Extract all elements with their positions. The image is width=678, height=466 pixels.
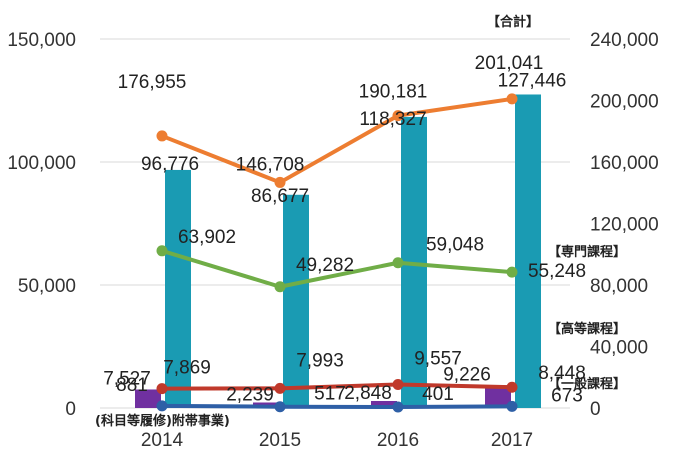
point-total (156, 130, 168, 142)
bar-subsidiary (485, 385, 511, 408)
data-label-high_school: 7,869 (163, 358, 211, 379)
data-label-total: 201,041 (475, 53, 544, 74)
annotation-specialized: 【専門課程】 (548, 244, 626, 260)
point-subsidiary_line (156, 400, 168, 412)
annotation-high-school: 【高等課程】 (548, 321, 626, 337)
data-label-general: 86,677 (251, 186, 309, 207)
bar-general (165, 169, 191, 408)
data-label-subsidiary: 7,527 (103, 368, 151, 389)
annotation-subsidiary: (科目等履修)附帯事業) (95, 413, 230, 429)
data-label-subsidiary_line: 401 (422, 384, 454, 405)
data-label-subsidiary: 2,848 (344, 383, 392, 404)
data-label-subsidiary_line: 517 (314, 384, 346, 405)
line-subsidiary_line (160, 403, 514, 410)
data-label-total: 146,708 (236, 154, 305, 175)
right-tick-label: 0 (590, 399, 601, 420)
x-tick-label: 2015 (259, 430, 301, 451)
bars (135, 94, 541, 408)
data-label-total: 190,181 (359, 82, 428, 103)
right-tick-label: 80,000 (590, 276, 648, 297)
labels: 0 50,000 100,000 150,000 0 40,000 80,000 120,00… (7, 14, 658, 451)
data-label-high_school: 8,448 (538, 363, 586, 384)
left-tick-label: 0 (65, 399, 76, 420)
data-label-specialized: 59,048 (426, 235, 484, 256)
point-specialized (392, 257, 404, 269)
right-tick-label: 200,000 (590, 92, 659, 113)
data-label-general: 127,446 (498, 70, 567, 91)
point-specialized (506, 266, 518, 278)
point-specialized (156, 245, 168, 257)
bar-general (515, 94, 541, 408)
line-total (160, 96, 514, 185)
data-label-subsidiary: 9,226 (443, 364, 491, 385)
point-high_school (156, 383, 168, 395)
data-label-subsidiary_line: 881 (116, 375, 148, 396)
data-label-subsidiary: 2,239 (226, 384, 274, 405)
line-high_school (160, 382, 514, 391)
bar-subsidiary (371, 400, 397, 408)
left-tick-label: 100,000 (7, 153, 76, 174)
data-label-high_school: 9,557 (414, 348, 462, 369)
lines (156, 93, 518, 413)
right-tick-label: 120,000 (590, 215, 659, 236)
left-tick-label: 50,000 (18, 276, 76, 297)
bar-general (283, 194, 309, 408)
x-tick-label: 2014 (141, 430, 184, 451)
point-total (274, 176, 286, 188)
data-label-general: 96,776 (141, 154, 199, 175)
right-tick-label: 160,000 (590, 153, 659, 174)
point-high_school (506, 381, 518, 393)
line-specialized (160, 248, 514, 289)
data-label-specialized: 55,248 (528, 261, 586, 282)
left-tick-label: 150,000 (7, 30, 76, 51)
bar-subsidiary (135, 389, 161, 408)
data-label-total: 176,955 (118, 72, 187, 93)
x-tick-label: 2016 (377, 430, 419, 451)
data-label-general: 118,327 (359, 109, 426, 130)
data-label-high_school: 7,993 (296, 350, 344, 371)
annotation-total: 【合計】 (487, 14, 539, 30)
point-high_school (392, 378, 404, 390)
x-tick-label: 2017 (491, 430, 533, 451)
data-label-specialized: 63,902 (178, 227, 236, 248)
point-specialized (274, 281, 286, 293)
point-subsidiary_line (506, 400, 518, 412)
point-high_school (274, 382, 286, 394)
point-subsidiary_line (392, 401, 404, 413)
point-total (506, 93, 518, 105)
data-label-specialized: 49,282 (296, 255, 354, 276)
annotation-general: 【一般課程】 (548, 376, 626, 392)
right-tick-label: 40,000 (590, 338, 648, 359)
data-label-subsidiary_line: 673 (551, 385, 583, 406)
point-subsidiary_line (274, 401, 286, 413)
point-total (392, 110, 404, 122)
right-tick-label: 240,000 (590, 30, 659, 51)
